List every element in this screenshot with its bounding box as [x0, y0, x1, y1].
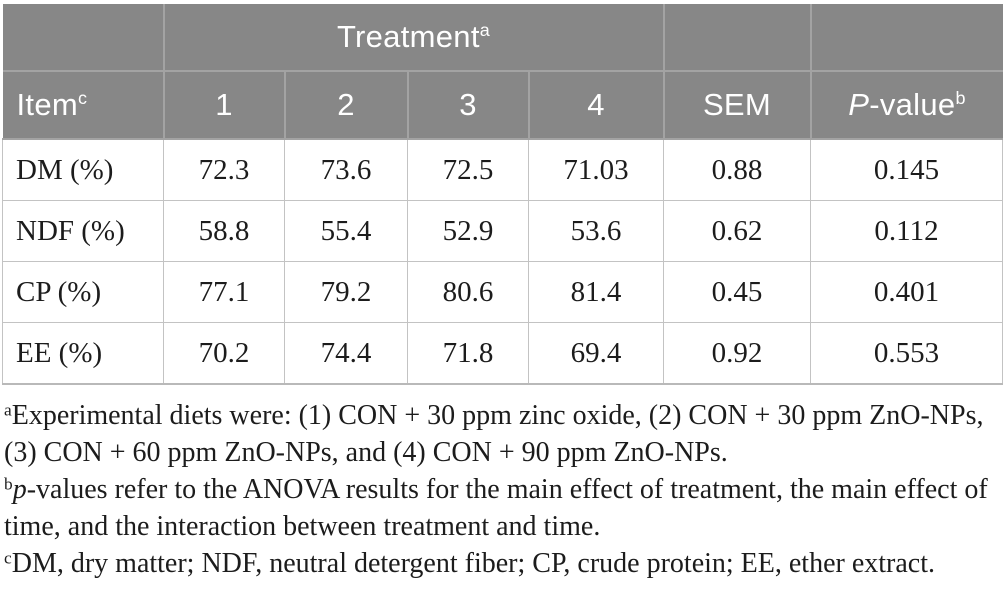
treatment-label: Treatment	[336, 19, 480, 54]
cell-value: 71.03	[528, 138, 664, 201]
footnote-a-marker: a	[4, 400, 12, 420]
footnote-c-text: DM, dry matter; NDF, neutral detergent f…	[11, 548, 936, 579]
header-row-span: Treatmenta	[2, 4, 1003, 72]
footnote-b-text: -values refer to the ANOVA results for t…	[4, 474, 988, 542]
table-row-dm: DM (%) 72.3 73.6 72.5 71.03 0.88 0.145	[2, 138, 1003, 201]
cell-value: 69.4	[528, 322, 664, 385]
table-row-ndf: NDF (%) 58.8 55.4 52.9 53.6 0.62 0.112	[2, 200, 1003, 262]
footnote-a: aExperimental diets were: (1) CON + 30 p…	[4, 397, 1002, 471]
cell-sem: 0.62	[663, 200, 811, 262]
cell-value: 72.3	[163, 138, 285, 201]
footnote-c: cDM, dry matter; NDF, neutral detergent …	[4, 545, 1002, 582]
column-header-treatment-1: 1	[162, 70, 286, 140]
cell-value: 58.8	[163, 200, 285, 262]
table-row-ee: EE (%) 70.2 74.4 71.8 69.4 0.92 0.553	[2, 322, 1003, 385]
cell-value: 53.6	[528, 200, 664, 262]
footnotes: aExperimental diets were: (1) CON + 30 p…	[2, 397, 1002, 582]
header-row-columns: Itemc 1 2 3 4 SEM P-valueb	[2, 70, 1003, 140]
column-header-treatment-4: 4	[527, 70, 665, 140]
cell-value: 80.6	[407, 261, 529, 323]
footnote-b: bp-values refer to the ANOVA results for…	[4, 471, 1002, 545]
row-label: EE (%)	[2, 322, 164, 385]
cell-value: 55.4	[284, 200, 408, 262]
footnote-b-italic-p: p	[12, 474, 27, 505]
cell-sem: 0.88	[663, 138, 811, 201]
pvalue-superscript: b	[955, 88, 966, 109]
header-cell-empty-pvalue	[809, 4, 1003, 72]
header-cell-empty-sem	[662, 4, 812, 72]
cell-pvalue: 0.145	[810, 138, 1003, 201]
column-header-item: Itemc	[2, 70, 165, 140]
table-row-cp: CP (%) 77.1 79.2 80.6 81.4 0.45 0.401	[2, 261, 1003, 323]
cell-value: 73.6	[284, 138, 408, 201]
footnote-b-marker: b	[4, 474, 13, 494]
cell-value: 72.5	[407, 138, 529, 201]
row-label: DM (%)	[2, 138, 164, 201]
header-cell-treatment: Treatmenta	[162, 4, 665, 72]
pvalue-italic-p: P	[848, 87, 870, 122]
treatment-superscript: a	[479, 20, 491, 41]
cell-pvalue: 0.112	[810, 200, 1003, 262]
cell-value: 70.2	[163, 322, 285, 385]
row-label: CP (%)	[2, 261, 164, 323]
column-header-sem: SEM	[662, 70, 812, 140]
table-body: DM (%) 72.3 73.6 72.5 71.03 0.88 0.145 N…	[2, 138, 1003, 385]
cell-value: 71.8	[407, 322, 529, 385]
footnote-c-marker: c	[4, 548, 12, 568]
cell-sem: 0.92	[663, 322, 811, 385]
cell-value: 77.1	[163, 261, 285, 323]
cell-sem: 0.45	[663, 261, 811, 323]
header-cell-empty-item	[2, 4, 165, 72]
table-header: Treatmenta Itemc 1 2 3 4 SEM P-valueb	[2, 4, 1003, 140]
cell-value: 74.4	[284, 322, 408, 385]
row-label: NDF (%)	[2, 200, 164, 262]
nutrient-digestibility-table: Treatmenta Itemc 1 2 3 4 SEM P-valueb DM…	[2, 4, 1003, 385]
column-header-treatment-2: 2	[283, 70, 409, 140]
cell-pvalue: 0.401	[810, 261, 1003, 323]
cell-value: 52.9	[407, 200, 529, 262]
item-label: Item	[16, 87, 78, 122]
column-header-treatment-3: 3	[406, 70, 530, 140]
footnote-a-text: Experimental diets were: (1) CON + 30 pp…	[4, 400, 984, 468]
pvalue-rest: -value	[869, 87, 956, 122]
cell-value: 79.2	[284, 261, 408, 323]
cell-pvalue: 0.553	[810, 322, 1003, 385]
item-superscript: c	[78, 88, 88, 109]
column-header-pvalue: P-valueb	[809, 70, 1003, 140]
cell-value: 81.4	[528, 261, 664, 323]
